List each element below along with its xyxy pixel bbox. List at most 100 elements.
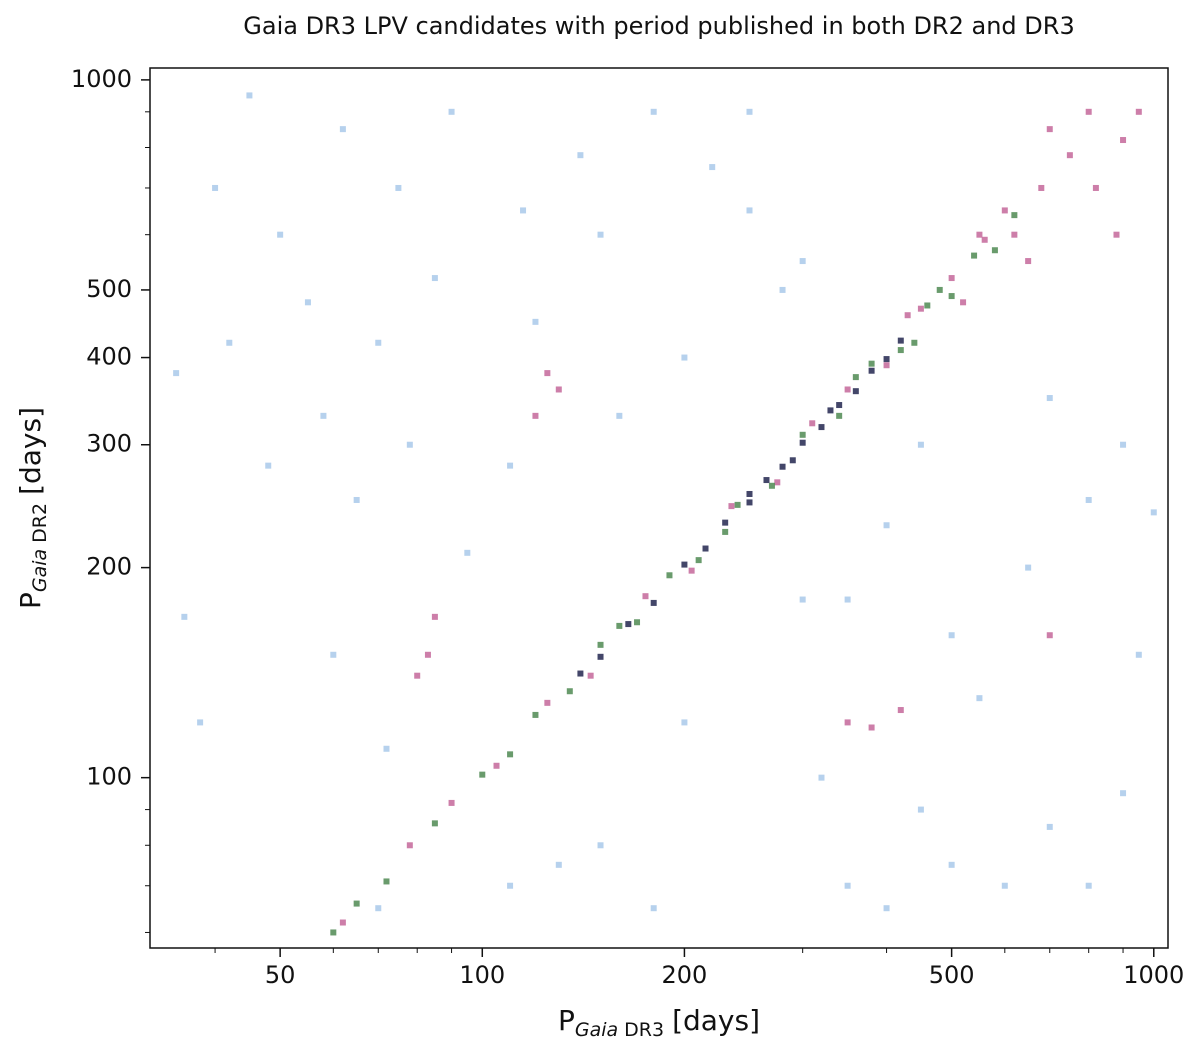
point bbox=[650, 905, 657, 912]
point bbox=[181, 613, 188, 620]
point bbox=[1135, 108, 1142, 115]
point bbox=[924, 302, 931, 309]
point bbox=[917, 441, 924, 448]
point bbox=[448, 108, 455, 115]
point bbox=[868, 360, 875, 367]
x-tick-label: 100 bbox=[459, 961, 505, 989]
point bbox=[948, 293, 955, 300]
point bbox=[634, 619, 641, 626]
x-label-sub: DR3 bbox=[624, 1019, 664, 1041]
point bbox=[375, 905, 382, 912]
point bbox=[532, 412, 539, 419]
point bbox=[971, 252, 978, 259]
point bbox=[197, 719, 204, 726]
point bbox=[431, 275, 438, 282]
point bbox=[917, 305, 924, 312]
point bbox=[1092, 184, 1099, 191]
point bbox=[212, 184, 219, 191]
point bbox=[339, 919, 346, 926]
point bbox=[897, 337, 904, 344]
point bbox=[1113, 231, 1120, 238]
point bbox=[395, 184, 402, 191]
point bbox=[265, 462, 272, 469]
point bbox=[1085, 108, 1092, 115]
y-tick-label: 500 bbox=[86, 275, 132, 303]
y-label-symbol: P bbox=[14, 592, 47, 609]
point bbox=[555, 861, 562, 868]
point bbox=[1046, 395, 1053, 402]
x-label-symbol: P bbox=[558, 1004, 575, 1037]
point bbox=[774, 479, 781, 486]
plot-frame bbox=[149, 67, 1169, 949]
point bbox=[681, 561, 688, 568]
point bbox=[936, 286, 943, 293]
point bbox=[650, 599, 657, 606]
point bbox=[917, 806, 924, 813]
point bbox=[1025, 258, 1032, 265]
point bbox=[818, 424, 825, 431]
point bbox=[702, 545, 709, 552]
point bbox=[818, 774, 825, 781]
point bbox=[616, 412, 623, 419]
point bbox=[948, 861, 955, 868]
point bbox=[1001, 207, 1008, 214]
point bbox=[544, 370, 551, 377]
point bbox=[789, 457, 796, 464]
point bbox=[226, 339, 233, 346]
point bbox=[304, 299, 311, 306]
point bbox=[1046, 823, 1053, 830]
point bbox=[383, 745, 390, 752]
point bbox=[566, 688, 573, 695]
point bbox=[836, 412, 843, 419]
point bbox=[904, 312, 911, 319]
point bbox=[897, 707, 904, 714]
y-label-unit: [days] bbox=[14, 407, 47, 495]
chart-title: Gaia DR3 LPV candidates with period publ… bbox=[243, 12, 1074, 40]
point bbox=[695, 557, 702, 564]
y-label-sub: DR2 bbox=[29, 503, 51, 543]
point bbox=[722, 519, 729, 526]
point bbox=[406, 441, 413, 448]
point bbox=[597, 842, 604, 849]
point bbox=[616, 622, 623, 629]
point bbox=[1120, 790, 1127, 797]
point bbox=[991, 247, 998, 254]
point bbox=[1011, 231, 1018, 238]
point bbox=[844, 596, 851, 603]
x-label-unit: [days] bbox=[672, 1004, 760, 1037]
point bbox=[173, 370, 180, 377]
point bbox=[1085, 496, 1092, 503]
point bbox=[960, 299, 967, 306]
point bbox=[448, 799, 455, 806]
point bbox=[666, 572, 673, 579]
point bbox=[520, 207, 527, 214]
point bbox=[1085, 882, 1092, 889]
point bbox=[625, 621, 632, 628]
x-axis-label: PGaia DR3 [days] bbox=[558, 1004, 760, 1041]
point bbox=[746, 490, 753, 497]
point bbox=[383, 878, 390, 885]
point bbox=[681, 354, 688, 361]
point bbox=[330, 651, 337, 658]
point bbox=[1025, 564, 1032, 571]
point bbox=[688, 567, 695, 574]
point bbox=[722, 528, 729, 535]
point bbox=[883, 522, 890, 529]
point bbox=[1046, 126, 1053, 133]
point bbox=[1038, 184, 1045, 191]
point bbox=[1011, 212, 1018, 219]
point bbox=[746, 207, 753, 214]
point bbox=[709, 164, 716, 171]
y-tick-label: 400 bbox=[86, 343, 132, 371]
point bbox=[799, 439, 806, 446]
point bbox=[836, 402, 843, 409]
point bbox=[681, 719, 688, 726]
point bbox=[799, 258, 806, 265]
y-axis-label: PGaia DR2 [days] bbox=[14, 407, 51, 609]
point bbox=[1150, 509, 1157, 516]
point bbox=[883, 905, 890, 912]
point bbox=[642, 593, 649, 600]
point bbox=[883, 362, 890, 369]
point bbox=[799, 431, 806, 438]
